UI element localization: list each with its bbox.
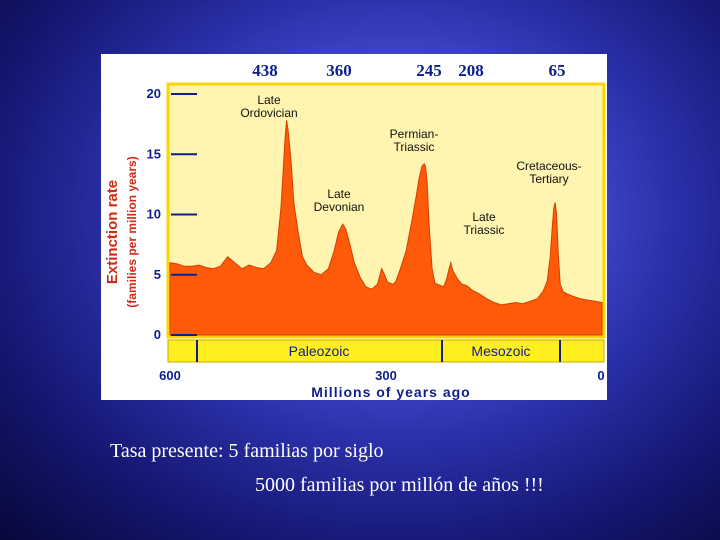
y-tick-label: 0 xyxy=(154,327,161,342)
x-tick-label: 0 xyxy=(597,368,604,383)
era-label-mesozoic: Mesozoic xyxy=(471,343,530,359)
event-age-label: 208 xyxy=(458,61,484,80)
x-axis-label: Millions of years ago xyxy=(311,384,470,400)
event-age-labels: 438 360 245 208 65 xyxy=(252,61,565,80)
plot-frame xyxy=(166,82,606,339)
extinction-chart-figure: Paleozoic Mesozoic 0 5 10 15 20 600 300 0 438 3… xyxy=(101,54,607,400)
x-tick-label: 300 xyxy=(375,368,397,383)
event-age-label: 360 xyxy=(326,61,352,80)
era-label-paleozoic: Paleozoic xyxy=(289,343,350,359)
event-age-label: 65 xyxy=(549,61,566,80)
event-labels: Late Ordovician Late Devonian Permian-Triass… xyxy=(240,93,581,237)
event-label: Permian-Triassic xyxy=(390,127,439,154)
event-age-label: 245 xyxy=(416,61,442,80)
caption-line-1: Tasa presente: 5 familias por siglo xyxy=(110,440,384,462)
event-label: Late Triassic xyxy=(464,210,505,237)
y-tick-label: 5 xyxy=(154,267,161,282)
x-axis-ticks: 600 300 0 xyxy=(159,368,604,383)
event-label: Cretaceous-Tertiary xyxy=(516,159,581,186)
y-axis-ticks: 0 5 10 15 20 xyxy=(147,86,197,342)
extinction-chart: Paleozoic Mesozoic 0 5 10 15 20 600 300 0 438 3… xyxy=(104,61,606,400)
event-label: Late Devonian xyxy=(314,187,365,214)
caption-line-2: 5000 familias por millón de años !!! xyxy=(255,474,544,496)
y-tick-label: 20 xyxy=(147,86,161,101)
y-axis-label: Extinction rate xyxy=(104,180,121,284)
x-tick-label: 600 xyxy=(159,368,181,383)
event-label: Late Ordovician xyxy=(240,93,297,120)
y-axis-sublabel: (families per million years) xyxy=(125,156,139,307)
era-band xyxy=(167,339,605,363)
y-tick-label: 15 xyxy=(147,146,161,161)
y-tick-label: 10 xyxy=(147,207,161,222)
extinction-rate-area xyxy=(169,120,603,336)
event-age-label: 438 xyxy=(252,61,278,80)
